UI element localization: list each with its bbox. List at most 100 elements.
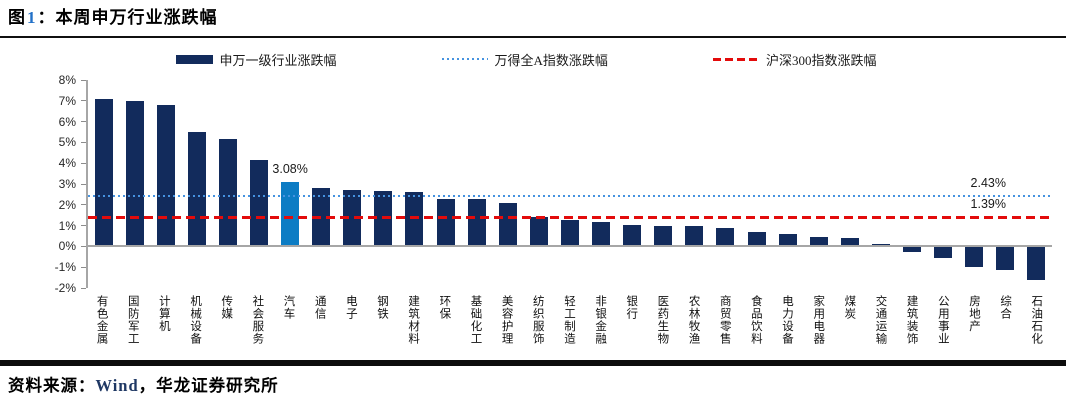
bar-slot — [523, 80, 554, 288]
bar-slot — [150, 80, 181, 288]
x-label-slot: 综合 — [990, 295, 1021, 357]
x-label-slot: 煤炭 — [834, 295, 865, 357]
y-axis-tick-label: 3% — [58, 177, 76, 191]
bar — [623, 224, 642, 247]
reference-line-value-label: 2.43% — [970, 175, 1006, 190]
bar — [840, 237, 859, 247]
bar-slot — [368, 80, 399, 288]
x-label-slot: 计算机 — [148, 295, 179, 357]
x-label-slot: 传媒 — [211, 295, 242, 357]
bar-slot — [399, 80, 430, 288]
legend-item-hs300: 沪深300指数涨跌幅 — [712, 50, 877, 69]
bar-slot — [959, 80, 990, 288]
x-axis-label: 美容护理 — [500, 295, 513, 345]
bar — [529, 217, 548, 247]
x-axis-label: 医药生物 — [656, 295, 669, 345]
x-axis-label: 银行 — [625, 295, 638, 320]
legend-item-industry: 申万一级行业涨跌幅 — [175, 50, 337, 69]
x-axis-label: 房地产 — [967, 295, 980, 333]
bar — [654, 225, 673, 247]
axis-gutter-spacer — [0, 295, 86, 357]
dashed-line-swatch-icon — [712, 57, 759, 61]
bar — [809, 237, 828, 247]
x-axis-label: 建筑材料 — [407, 295, 420, 345]
reference-line-value-label: 1.39% — [970, 197, 1006, 212]
bar-slot — [617, 80, 648, 288]
source-note: 资料来源：Wind，华龙证券研究所 — [0, 366, 1066, 396]
bar-slot — [306, 80, 337, 288]
x-label-slot: 石油石化 — [1021, 295, 1052, 357]
y-axis-tick-label: 8% — [58, 73, 76, 87]
bar-slot — [119, 80, 150, 288]
y-axis-tick-label: 2% — [58, 197, 76, 212]
y-axis-tick-label: -2% — [54, 281, 76, 295]
x-label-slot: 钢铁 — [366, 295, 397, 357]
x-axis-label: 环保 — [438, 295, 451, 320]
bar-slot — [554, 80, 585, 288]
y-axis-tick-label: 5% — [58, 135, 76, 150]
x-label-slot: 环保 — [429, 295, 460, 357]
bar — [996, 246, 1015, 271]
source-prefix: 资料来源： — [8, 376, 96, 395]
x-axis-label: 电力设备 — [781, 295, 794, 345]
x-axis-label: 有色金属 — [95, 295, 108, 345]
x-label-slot: 公用事业 — [927, 295, 958, 357]
x-label-slot: 轻工制造 — [553, 295, 584, 357]
x-label-slot: 基础化工 — [460, 295, 491, 357]
bar-slot — [834, 80, 865, 288]
bar-slot — [181, 80, 212, 288]
x-axis-label: 通信 — [313, 295, 326, 320]
x-axis-label: 计算机 — [157, 295, 170, 333]
x-label-slot: 交通运输 — [865, 295, 896, 357]
bar-swatch-icon — [175, 54, 213, 64]
bar-slot — [492, 80, 523, 288]
y-axis-tick — [81, 183, 86, 185]
bar-chart: 申万一级行业涨跌幅 万得全A指数涨跌幅 沪深300指数涨跌幅 8% 7% 6% 5% 4… — [0, 50, 1066, 357]
x-axis-label: 交通运输 — [874, 295, 887, 345]
y-axis-tick — [81, 225, 86, 227]
bar — [716, 228, 735, 247]
y-axis-tick — [81, 204, 86, 206]
highlight-value-label: 3.08% — [272, 162, 308, 177]
x-axis-label: 食品饮料 — [749, 295, 762, 345]
bar — [436, 198, 455, 247]
bar — [156, 105, 175, 247]
bar-slot — [88, 80, 119, 288]
bar-slot — [1021, 80, 1052, 288]
reference-line-hs300 — [88, 216, 1052, 220]
legend-label: 沪深300指数涨跌幅 — [765, 52, 877, 68]
bar — [498, 202, 517, 247]
bar — [871, 243, 890, 247]
y-axis-tick — [81, 287, 86, 289]
bar — [125, 101, 144, 247]
bar — [467, 199, 486, 247]
bar-slot — [928, 80, 959, 288]
y-axis-tick-label: 1% — [58, 218, 76, 233]
bar-slot — [772, 80, 803, 288]
bar-slot — [803, 80, 834, 288]
x-axis-label: 电子 — [344, 295, 357, 320]
y-axis: 8% 7% 6% 5% 4% 3% 2% 1% 0% -1% -2% — [0, 73, 86, 295]
bar — [965, 246, 984, 267]
y-axis-tick-label: 4% — [58, 156, 76, 171]
bar — [934, 246, 953, 259]
bar-slot — [679, 80, 710, 288]
plot-area: 2.43% 1.39% 3.08% — [86, 80, 1052, 288]
x-label-slot: 房地产 — [958, 295, 989, 357]
chart-legend: 申万一级行业涨跌幅 万得全A指数涨跌幅 沪深300指数涨跌幅 — [0, 50, 1052, 68]
bar-slot — [710, 80, 741, 288]
bar-slot — [337, 80, 368, 288]
x-label-slot: 有色金属 — [86, 295, 117, 357]
bar-slot — [430, 80, 461, 288]
bar — [592, 222, 611, 247]
dotted-line-swatch-icon — [441, 58, 488, 60]
x-axis-label: 家用电器 — [812, 295, 825, 345]
y-axis-tick — [81, 121, 86, 123]
figure-number: 1 — [27, 8, 37, 27]
x-axis-label: 公用事业 — [936, 295, 949, 345]
y-axis-tick-label: -1% — [54, 260, 76, 275]
bar — [94, 98, 113, 247]
x-axis-label: 机械设备 — [189, 295, 202, 345]
x-axis-label: 国防军工 — [126, 295, 139, 345]
